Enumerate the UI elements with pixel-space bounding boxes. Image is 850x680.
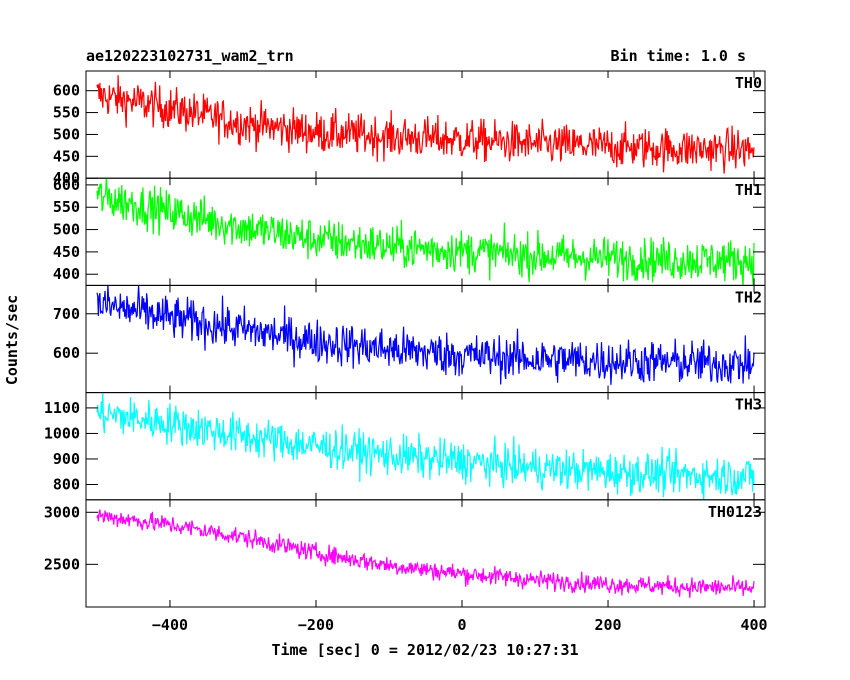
y-tick-label: 500: [53, 221, 80, 239]
panel-frame: [85, 177, 766, 286]
y-tick-label: 2500: [44, 555, 80, 573]
series-line-th1: [96, 178, 755, 286]
panel-th0: 400 450 500 550 600 TH0: [53, 70, 766, 187]
y-tick-label: 700: [53, 305, 80, 323]
y-axis-label: Counts/sec: [3, 295, 21, 385]
panel-label-th0123: TH0123: [708, 503, 762, 521]
x-axis-label: Time [sec] 0 = 2012/02/23 10:27:31: [271, 641, 578, 659]
series-line-th3: [96, 392, 755, 500]
y-tick-label: 600: [53, 344, 80, 362]
panel-th1: 400 450 500 550 600 TH1: [53, 176, 766, 286]
y-tick-label: 600: [53, 176, 80, 194]
panel-frame: [85, 499, 766, 608]
x-tick-label: 400: [741, 616, 768, 634]
y-tick-label: 550: [53, 104, 80, 122]
panel-th3: 800 900 1000 1100 TH3: [44, 392, 766, 501]
y-tick-label: 400: [53, 265, 80, 283]
panel-th2: 600 700 TH2: [53, 284, 766, 394]
panel-label-th2: TH2: [735, 288, 762, 306]
y-tick-label: 1100: [44, 399, 80, 417]
y-tick-label: 450: [53, 243, 80, 261]
series-line-th0123: [96, 509, 755, 598]
chart-title: ae120223102731_wam2_trn: [86, 47, 294, 65]
y-tick-label: 900: [53, 450, 80, 468]
panel-label-th1: TH1: [735, 181, 762, 199]
x-axis: −400 −200 0 200 400: [152, 616, 768, 634]
panel-label-th0: TH0: [735, 74, 762, 92]
y-tick-label: 3000: [44, 503, 80, 521]
y-tick-label: 500: [53, 125, 80, 143]
series-line-th0: [96, 75, 755, 174]
panels-layer: 400 450 500 550 600 TH0 400 450 500 550 600 TH1 600 7…: [44, 70, 766, 608]
y-tick-label: 400: [53, 169, 80, 187]
panel-label-th3: TH3: [735, 396, 762, 414]
y-tick-label: 550: [53, 198, 80, 216]
y-tick-label: 450: [53, 147, 80, 165]
x-tick-label: −200: [298, 616, 334, 634]
y-tick-label: 800: [53, 475, 80, 493]
bin-time-label: Bin time: 1.0 s: [611, 47, 746, 65]
x-tick-label: −400: [152, 616, 188, 634]
y-tick-label: 1000: [44, 424, 80, 442]
series-line-th2: [96, 285, 755, 385]
panel-th0123: 2500 3000 TH0123: [44, 499, 766, 608]
y-tick-label: 600: [53, 82, 80, 100]
x-tick-label: 200: [594, 616, 621, 634]
x-tick-label: 0: [457, 616, 466, 634]
